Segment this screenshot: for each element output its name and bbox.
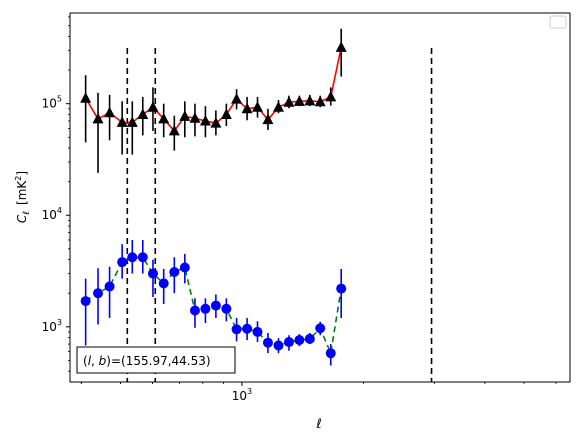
series-2-point	[304, 333, 315, 344]
series-1-point	[262, 113, 274, 125]
series-2-point	[242, 323, 253, 334]
series-1-point	[335, 41, 347, 52]
annotation-value: =(155.97,44.53)	[111, 354, 211, 368]
series-1-point	[137, 108, 149, 119]
y-axis-label-unit: [mK	[15, 180, 29, 205]
series-2-point	[200, 303, 211, 314]
series-1-point	[231, 93, 243, 104]
series-2-point	[179, 262, 190, 273]
y-axis-label-close: ]	[15, 171, 29, 176]
y-tick-label: 105	[42, 95, 62, 111]
series-1-point	[272, 101, 284, 112]
series-2-point	[210, 300, 221, 311]
series-2-point	[104, 281, 115, 292]
series-2-point	[315, 323, 326, 334]
x-axis-label: ℓ	[315, 417, 321, 432]
y-axis-ticks: 103 104 105	[42, 16, 70, 372]
series-1-point	[210, 117, 222, 128]
series-1-point	[241, 102, 253, 114]
series-2-point	[336, 283, 347, 294]
series-1-point	[293, 95, 305, 106]
series-1-point	[220, 108, 232, 119]
series-2-point	[294, 335, 305, 346]
y-axis-label-subscript: ℓ	[22, 211, 32, 216]
series-1-point	[314, 95, 326, 107]
data-series-layer	[80, 28, 347, 366]
series-2-point	[231, 324, 242, 335]
series-1-point	[189, 112, 201, 123]
series-1-point	[252, 101, 264, 112]
series-1-point	[126, 116, 138, 127]
y-axis-label-superscript: 2	[14, 176, 23, 181]
series-2-point	[262, 337, 273, 348]
series-1-point	[168, 124, 180, 136]
series-1-point	[104, 106, 116, 118]
coordinate-annotation: (l, b)=(155.97,44.53)	[76, 346, 236, 374]
series-2-point	[189, 305, 200, 316]
x-axis-ticks: 103	[80, 382, 557, 403]
series-2-point	[169, 266, 180, 277]
series-2-point	[147, 268, 158, 279]
y-axis-label-symbol: C	[15, 214, 29, 223]
legend-box	[549, 15, 567, 29]
series-1-point	[283, 96, 295, 107]
x-tick-label: 103	[232, 387, 252, 403]
series-2-point	[93, 288, 104, 299]
series-2-point	[137, 252, 148, 263]
series-2-point	[325, 348, 336, 359]
annotation-l: l	[88, 354, 92, 368]
series-2-point	[283, 337, 294, 348]
series-1-point	[158, 112, 170, 124]
series-2-point	[80, 296, 91, 307]
series-1-point	[147, 101, 159, 112]
vertical-reference-lines	[126, 48, 433, 382]
series-2-point	[127, 252, 138, 263]
y-axis-label: Cℓ [mK2]	[14, 171, 32, 223]
annotation-box	[76, 346, 236, 374]
annotation-b: b	[99, 354, 107, 368]
series-1-point	[199, 114, 211, 126]
y-tick-label: 103	[42, 318, 62, 334]
series-2-point	[221, 303, 232, 314]
series-2-point	[252, 326, 263, 337]
plot-frame	[69, 12, 571, 383]
series-1-point	[92, 112, 104, 124]
series-1-point	[325, 90, 337, 102]
series-1-point	[116, 116, 128, 127]
series-1-point	[179, 110, 191, 121]
series-2-point	[273, 340, 284, 351]
series-1-point	[80, 92, 92, 103]
series-1-point	[304, 94, 316, 106]
svg-text:Cℓ[mK2]: Cℓ [mK2]	[14, 171, 32, 223]
series-2-point	[117, 257, 128, 268]
series-2-point	[158, 278, 169, 289]
y-tick-label: 104	[42, 206, 62, 222]
annotation-text: (l, b)=(155.97,44.53)	[83, 354, 211, 368]
